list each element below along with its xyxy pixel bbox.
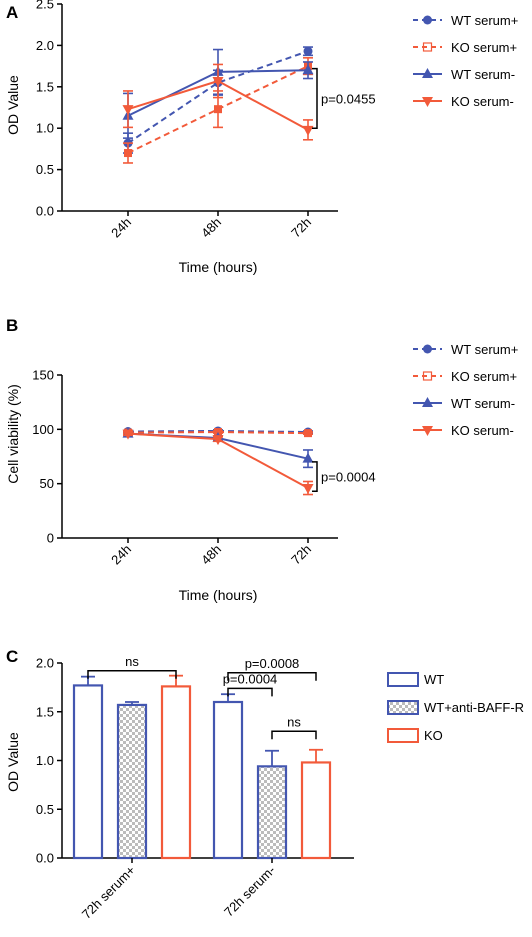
panel-c-y-tick-label: 0.0 (36, 851, 54, 866)
panel-c-plot: 0.0 0.5 1.0 1.5 2.0 72h serum+ 72h serum-ns p=0… (36, 654, 524, 922)
panel-b-data-point (212, 435, 224, 446)
panel-a-y-tick-label: 1.5 (36, 79, 54, 94)
panel-a-p-value: p=0.0455 (321, 91, 376, 106)
panel-c-comparison-bracket (87, 670, 177, 679)
panel-c-comparison-label: p=0.0004 (223, 671, 278, 686)
panel-c-legend-swatch (387, 728, 419, 743)
panel-a-legend-marker (422, 97, 433, 107)
panel-b-legend-label: KO serum+ (451, 369, 517, 384)
panel-c-y-tick-label: 1.5 (36, 704, 54, 719)
panel-b-y-tick-label: 100 (32, 422, 54, 437)
panel-b-ylabel: Cell viability (%) (5, 384, 21, 484)
panel-a-data-point (212, 77, 224, 88)
panel-c-bar (72, 684, 104, 860)
panel-c-legend-swatch (387, 672, 419, 687)
panel-b-x-tick-label: 72h (288, 542, 314, 568)
panel-a-legend-marker (423, 15, 432, 25)
panel-b-data-point (122, 429, 134, 440)
panel-b-x-tick-label: 24h (108, 542, 134, 568)
panel-a-data-point (124, 149, 132, 158)
panel-b-data-point (302, 484, 314, 495)
panel-b-legend-marker (422, 371, 433, 381)
panel-a-data-point (122, 105, 134, 116)
panel-b-y-tick-label: 150 (32, 368, 54, 383)
panel-c-legend-label: WT+anti-BAFF-R (424, 700, 524, 715)
panel-c-bar (212, 700, 244, 860)
panel-a-legend-label: WT serum+ (451, 13, 518, 28)
panel-b-legend-label: KO serum- (451, 423, 514, 438)
panel-a-xlabel: Time (hours) (179, 259, 258, 275)
panel-a-data-point (302, 125, 314, 136)
panel-b-legend-label: WT serum+ (451, 342, 518, 357)
panel-c-comparison-bracket (227, 672, 317, 681)
panel-c-comparison-label: ns (287, 714, 301, 729)
panel-a-data-point (214, 105, 222, 114)
panel-a-y-tick-label: 0.5 (36, 162, 54, 177)
panel-a-legend-label: KO serum- (451, 94, 514, 109)
panel-b-data-point (304, 429, 312, 438)
panel-b-x-tick-label: 48h (198, 542, 224, 568)
panel-c-bar (116, 703, 148, 860)
panel-label-a: A (6, 3, 18, 22)
panel-a-ylabel: OD Value (5, 75, 21, 135)
panel-b-legend-marker (422, 397, 433, 407)
panel-c-legend-label: WT (424, 672, 444, 687)
panel-a-legend-label: WT serum- (451, 67, 515, 82)
panel-b-significance-bracket (312, 461, 318, 493)
panel-c-comparison-bracket (227, 687, 273, 697)
panel-b-p-value: p=0.0004 (321, 470, 376, 485)
panel-b-legend-marker (423, 344, 432, 354)
panel-a-series-line (127, 50, 309, 144)
panel-b-data-point (302, 452, 314, 463)
panel-a-y-tick-label: 1.0 (36, 121, 54, 136)
panel-c-legend-label: KO (424, 728, 443, 743)
panel-c-x-tick-label: 72h serum- (221, 863, 278, 920)
panel-c-bar (256, 765, 288, 860)
panel-a-significance-bracket (312, 67, 318, 129)
panel-a-y-tick-label: 2.0 (36, 38, 54, 53)
panel-a-plot: 0.0 0.5 1.0 1.5 2.0 2.5 24h 48h 72h p=0.0455 WT se… (36, 0, 518, 240)
panel-a-y-tick-label: 2.5 (36, 0, 54, 12)
panel-b-plot: 0 50 100 150 24h 48h 72h p=0.0004 WT serum+ KO se… (32, 342, 518, 567)
panel-b-legend-marker (422, 426, 433, 436)
panel-a-x-tick-label: 72h (288, 215, 314, 241)
panel-c-bar (160, 685, 192, 860)
panel-a-legend-marker (422, 42, 433, 52)
panel-a-x-tick-label: 24h (108, 215, 134, 241)
panel-b-y-tick-label: 0 (47, 531, 54, 546)
panel-b-y-tick-label: 50 (40, 476, 54, 491)
panel-a-data-point (302, 64, 314, 75)
panel-a-y-tick-label: 0.0 (36, 204, 54, 219)
panel-label-c: C (6, 647, 18, 666)
panel-c-y-tick-label: 1.0 (36, 753, 54, 768)
panel-a-data-point (303, 46, 313, 56)
panel-c-comparison-label: p=0.0008 (245, 656, 300, 671)
panel-a-legend-label: KO serum+ (451, 40, 517, 55)
panel-c-ylabel: OD Value (5, 732, 21, 792)
panel-label-b: B (6, 316, 18, 335)
panel-c-y-tick-label: 2.0 (36, 656, 54, 671)
panel-c-y-tick-label: 0.5 (36, 802, 54, 817)
panel-c-bar (300, 761, 332, 860)
panel-a-x-tick-label: 48h (198, 215, 224, 241)
panel-b-legend-label: WT serum- (451, 396, 515, 411)
panel-b-xlabel: Time (hours) (179, 587, 258, 603)
panel-c-comparison-bracket (271, 730, 317, 740)
panel-c-x-tick-label: 72h serum+ (79, 863, 138, 922)
panel-c-comparison-label: ns (125, 654, 139, 669)
panel-c-legend-swatch (387, 700, 419, 715)
panel-a-legend-marker (422, 68, 433, 78)
